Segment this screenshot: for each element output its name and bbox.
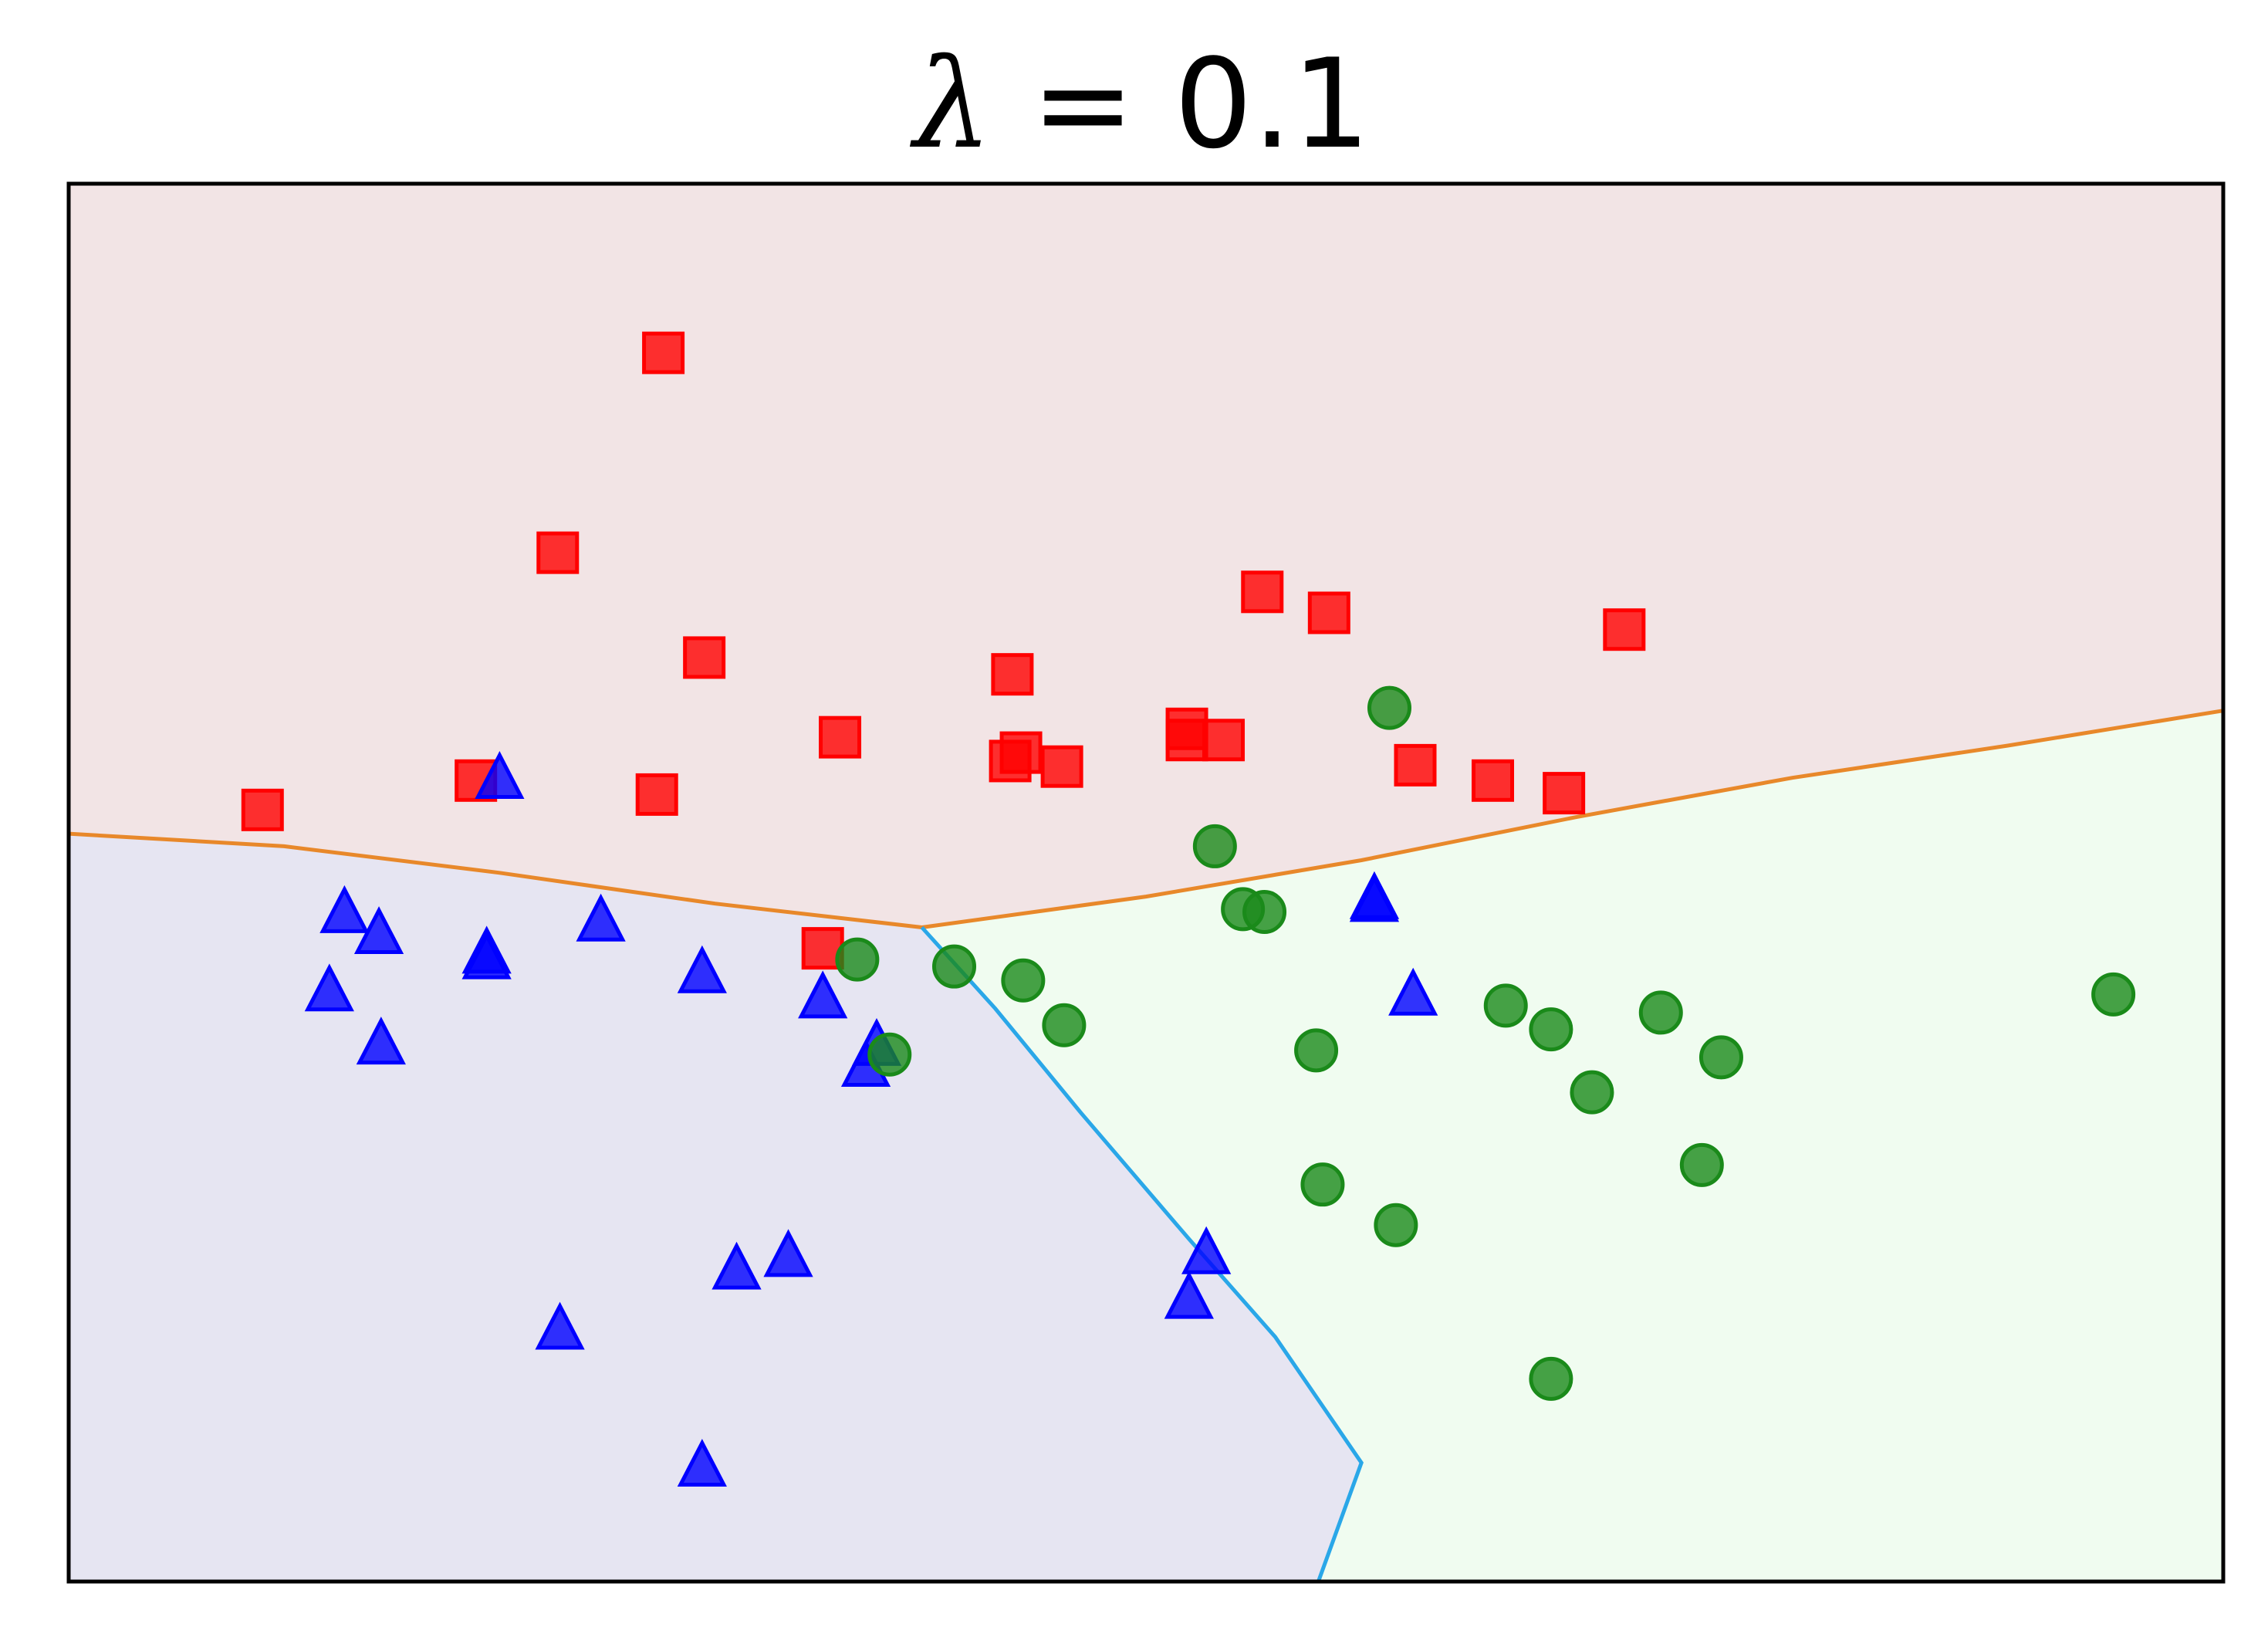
circle-point [1679,1142,1724,1187]
circle-point [1001,958,1046,1003]
circle-point [1367,685,1411,730]
plot-frame [66,181,2226,1584]
plot-area [66,181,2226,1584]
circle-point [1192,824,1237,868]
square-point [1394,743,1437,787]
circle-point [1300,1162,1345,1207]
triangle-point [353,906,404,955]
chart-title: λ = 0.1 [909,32,1371,176]
boundary-blue-green [920,925,1364,1582]
region-red-class [69,184,2223,928]
region-blue-class [69,834,1362,1582]
square-point [536,531,580,574]
circle-point [1374,1203,1418,1247]
circle-point [1529,1007,1573,1052]
data-points [241,331,2136,1487]
triangle-point [677,945,727,993]
square-point [1202,719,1246,762]
boundary-red-blue [68,831,922,929]
circle-point [1529,1356,1573,1401]
square-point [1040,745,1083,788]
square-point [819,716,862,759]
circle-point [1042,1003,1087,1047]
triangle-point [763,1229,813,1277]
square-point [991,653,1034,696]
circle-point [867,1032,912,1077]
square-point [1165,719,1208,762]
boundary-red-green [921,709,2224,929]
circle-point [835,937,880,982]
triangle-point [356,1017,406,1065]
chart-title-symbol: λ [909,32,992,176]
circle-point [932,944,977,989]
triangle-point [304,963,354,1012]
square-point [1543,772,1586,815]
circle-point [1242,890,1287,935]
square-point [1241,570,1284,614]
triangle-point [1164,1270,1214,1319]
triangle-point [319,885,370,933]
triangle-point [1181,1226,1232,1274]
square-point [1307,591,1350,634]
triangle-point [576,893,626,942]
circle-point [1698,1035,1743,1080]
triangle-point [535,1301,585,1350]
decision-boundaries [68,709,2224,1582]
chart-title-rest: = 0.1 [992,32,1371,176]
square-point [989,739,1032,783]
circle-point [1638,990,1683,1035]
decision-regions [69,184,2223,1582]
triangle-point [677,1439,727,1487]
square-point [635,773,678,816]
triangle-point [475,751,525,799]
circle-point [1294,1028,1339,1073]
square-point [683,636,726,679]
triangle-point [461,931,512,979]
square-point [1603,608,1646,651]
circle-point [1570,1070,1614,1115]
triangle-point [798,970,848,1019]
square-point [1472,759,1515,802]
square-point [642,331,685,374]
square-point [241,788,284,831]
triangle-point [711,1241,762,1290]
triangle-point [1388,967,1438,1016]
circle-point [2091,972,2136,1017]
triangle-point [1349,874,1400,922]
circle-point [1483,983,1528,1028]
